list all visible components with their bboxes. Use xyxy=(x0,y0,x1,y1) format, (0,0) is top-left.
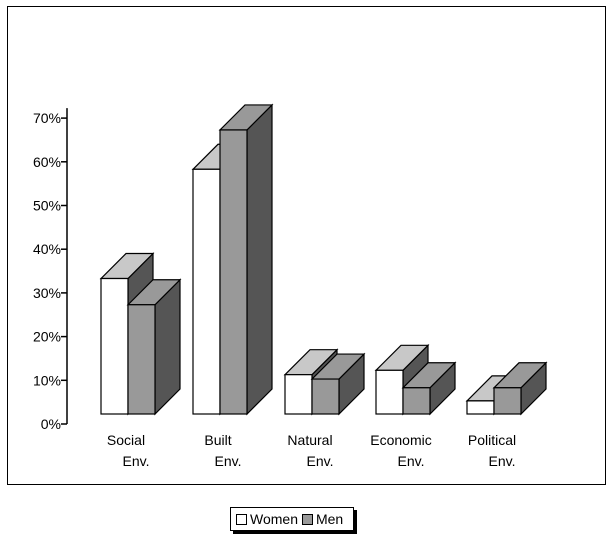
category-label-3-1: Env. xyxy=(398,453,425,469)
category-label-3-0: Economic xyxy=(370,432,431,448)
chart-plot: 0% 10% 20% 30% 40% 50% 60% 70% Social Env. Built En… xyxy=(33,103,548,469)
y-tick-label: 40% xyxy=(33,241,61,257)
bar-men-4 xyxy=(493,387,522,415)
bar-women-4 xyxy=(466,400,495,415)
legend-item-women: Women xyxy=(236,511,298,527)
y-tick-label: 70% xyxy=(33,110,61,126)
y-tick-label: 30% xyxy=(33,285,61,301)
category-label-4-1: Env. xyxy=(489,453,516,469)
legend-item-men: Men xyxy=(301,511,344,527)
category-label-2-1: Env. xyxy=(307,453,334,469)
bar-women-2 xyxy=(284,374,313,415)
y-tick-label: 60% xyxy=(33,154,61,170)
legend-swatch-men xyxy=(301,513,313,525)
y-tick-label: 20% xyxy=(33,329,61,345)
chart-frame: 0% 10% 20% 30% 40% 50% 60% 70% Social Env. Built En… xyxy=(7,6,606,485)
bar-women-3 xyxy=(375,369,404,415)
legend-label-women: Women xyxy=(250,511,298,527)
bar-men-0 xyxy=(127,304,156,415)
category-label-2-0: Natural xyxy=(287,432,332,448)
y-tick-label: 50% xyxy=(33,198,61,214)
bar-women-1 xyxy=(192,168,221,415)
category-label-0-1: Env. xyxy=(123,453,150,469)
bar-men-2 xyxy=(311,378,340,415)
category-label-0-0: Social xyxy=(107,432,145,448)
y-tick-label: 0% xyxy=(41,416,61,432)
legend-swatch-women xyxy=(236,513,247,525)
legend-label-men: Men xyxy=(315,511,344,527)
legend: Women Men xyxy=(230,507,355,531)
category-label-1-0: Built xyxy=(204,432,231,448)
bar-men-3 xyxy=(402,387,431,415)
category-label-1-1: Env. xyxy=(215,453,242,469)
bar-side-men-1 xyxy=(246,103,273,416)
y-tick-label: 10% xyxy=(33,372,61,388)
bar-men-1 xyxy=(219,129,248,415)
category-label-4-0: Political xyxy=(468,432,516,448)
bar-women-0 xyxy=(100,277,129,415)
